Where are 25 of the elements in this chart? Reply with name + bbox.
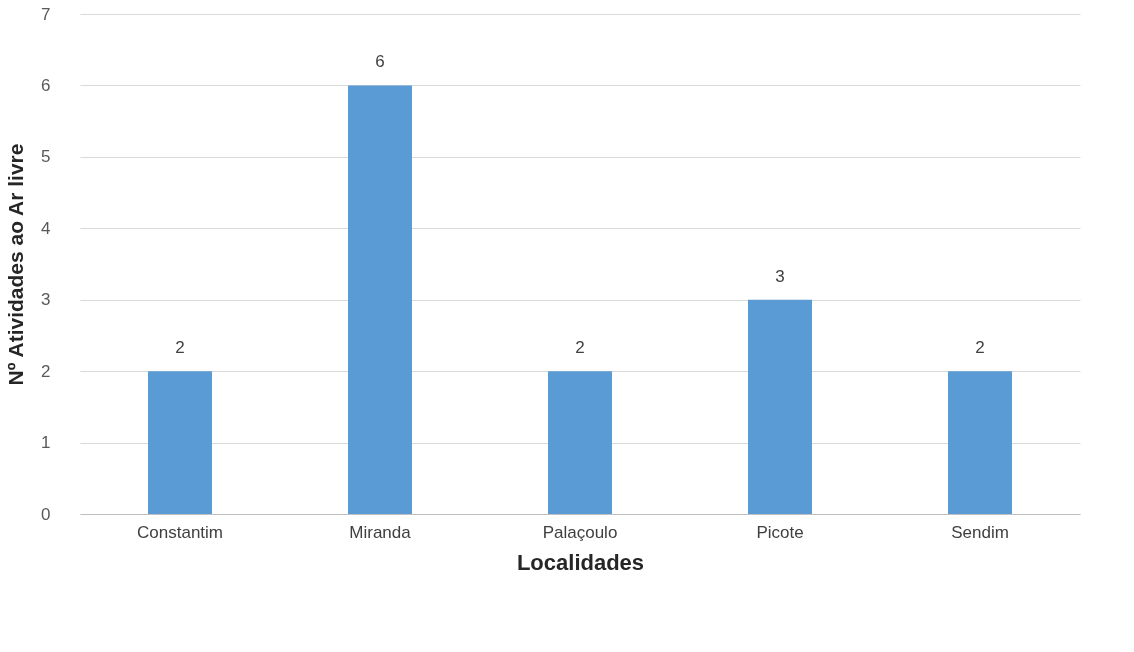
x-tick-label: Miranda: [349, 522, 412, 542]
y-tick-label: 5: [41, 147, 51, 167]
x-tick-label: Sendim: [951, 522, 1009, 542]
data-label: 2: [975, 338, 985, 358]
x-tick-label: Picote: [756, 522, 804, 542]
y-tick-label: 4: [41, 218, 51, 238]
y-tick-label: 3: [41, 290, 51, 310]
data-label: 2: [175, 338, 185, 358]
y-tick-label: 2: [41, 361, 51, 381]
data-label: 2: [575, 338, 585, 358]
y-tick-label: 7: [41, 4, 51, 24]
y-axis-title: Nº Atividades ao Ar livre: [4, 143, 28, 386]
y-tick-label: 6: [41, 75, 51, 95]
y-tick-label: 1: [41, 433, 51, 453]
bar: [548, 371, 612, 514]
data-label: 6: [375, 52, 385, 72]
bar: [748, 299, 812, 514]
bar: [948, 371, 1012, 514]
x-tick-label: Palaçoulo: [542, 522, 618, 542]
x-axis-title: Localidades: [516, 549, 645, 575]
bar: [148, 371, 212, 514]
y-tick-label: 0: [41, 504, 51, 524]
bar: [348, 85, 412, 514]
x-tick-label: Constantim: [137, 522, 223, 542]
data-label: 3: [775, 266, 785, 286]
